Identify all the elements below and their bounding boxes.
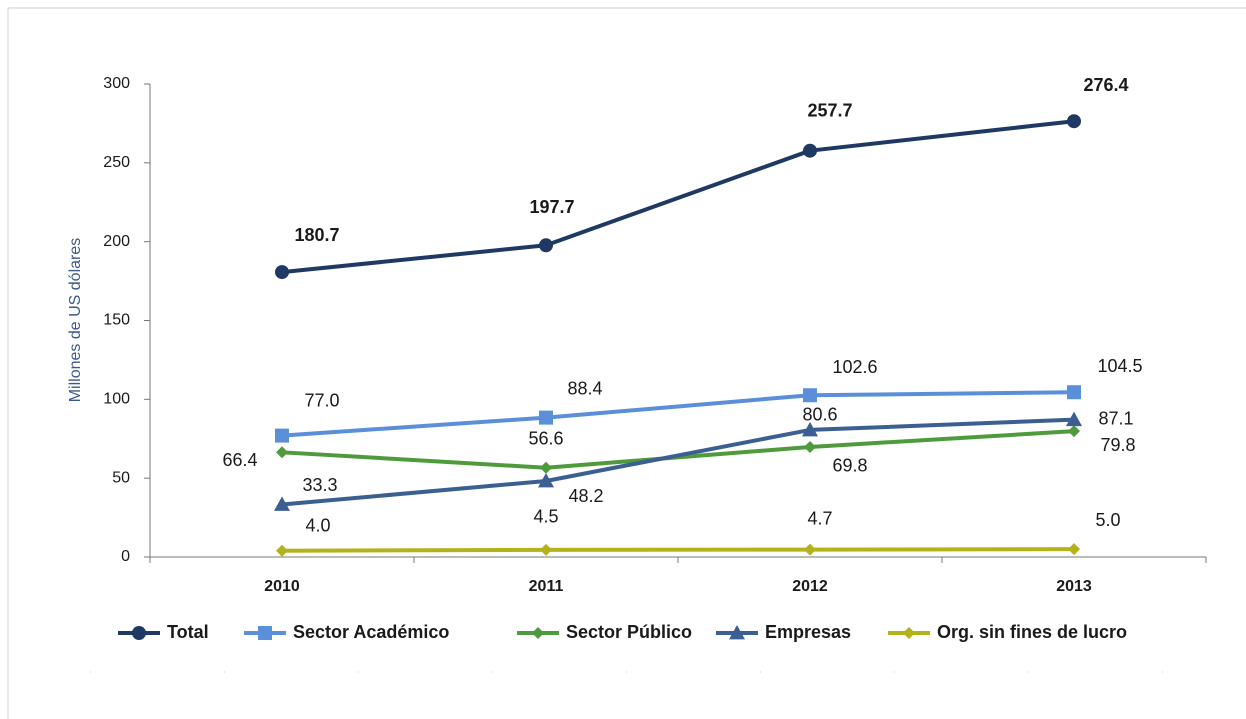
y-tick-label: 200	[103, 233, 130, 250]
point	[274, 496, 290, 511]
data-label: 4.5	[533, 507, 558, 527]
y-tick-label: 0	[121, 548, 130, 565]
series-line	[281, 417, 1075, 507]
data-label: 197.7	[529, 197, 574, 217]
data-label: 80.6	[802, 405, 837, 425]
legend-label: Org. sin fines de lucro	[937, 622, 1127, 642]
point	[803, 143, 817, 158]
series-line	[281, 119, 1075, 275]
data-label: 257.7	[807, 100, 852, 120]
legend-label: Total	[167, 622, 209, 642]
data-label: 4.0	[305, 515, 330, 535]
data-label: 79.8	[1100, 435, 1135, 455]
frame	[7, 7, 1246, 719]
point	[804, 440, 816, 453]
x-tick-label: 2011	[529, 578, 564, 595]
point	[540, 461, 552, 474]
point	[1068, 425, 1080, 438]
legend-label: Sector Académico	[293, 622, 449, 642]
data-label: 48.2	[568, 486, 603, 506]
data-label: 77.0	[304, 390, 339, 410]
legend-marker	[903, 627, 915, 639]
point	[1067, 114, 1081, 129]
y-axis-title: Millones de US dólares	[67, 238, 84, 403]
point	[1068, 543, 1080, 556]
y-tick-label: 50	[112, 469, 130, 486]
point	[275, 265, 289, 280]
legend-marker	[729, 625, 745, 640]
data-label: 102.6	[832, 357, 877, 377]
point	[539, 410, 553, 425]
x-tick-label: 2013	[1056, 578, 1092, 595]
data-label: 276.4	[1083, 75, 1128, 95]
point	[540, 543, 552, 556]
point	[539, 238, 553, 253]
series-line	[281, 390, 1075, 438]
data-label: 5.0	[1095, 510, 1120, 530]
legend-marker	[258, 626, 272, 640]
legend-marker	[532, 627, 544, 639]
legend-label: Sector Público	[566, 622, 692, 642]
data-label: 104.5	[1097, 356, 1142, 376]
point	[538, 473, 554, 488]
data-label: 87.1	[1098, 408, 1133, 428]
y-tick-label: 150	[103, 312, 130, 329]
data-label: 69.8	[832, 456, 867, 476]
data-label: 180.7	[294, 225, 339, 245]
point	[1067, 385, 1081, 400]
y-tick-label: 300	[103, 75, 130, 92]
data-label: 66.4	[222, 450, 257, 470]
point	[804, 543, 816, 556]
y-tick-label: 100	[103, 391, 130, 408]
series-line	[281, 547, 1075, 553]
data-label: 4.7	[807, 508, 832, 528]
legend-label: Empresas	[765, 622, 851, 642]
point	[276, 446, 288, 459]
point	[802, 421, 818, 437]
data-label: 88.4	[567, 378, 602, 398]
legend-marker	[132, 626, 146, 640]
x-tick-label: 2012	[792, 578, 828, 595]
y-tick-label: 250	[103, 154, 130, 171]
point	[275, 428, 289, 443]
data-label: 33.3	[302, 475, 337, 495]
point	[276, 544, 288, 557]
x-tick-label: 2010	[264, 578, 300, 595]
point	[1066, 411, 1082, 427]
data-label: 56.6	[528, 429, 563, 449]
point	[803, 388, 817, 403]
